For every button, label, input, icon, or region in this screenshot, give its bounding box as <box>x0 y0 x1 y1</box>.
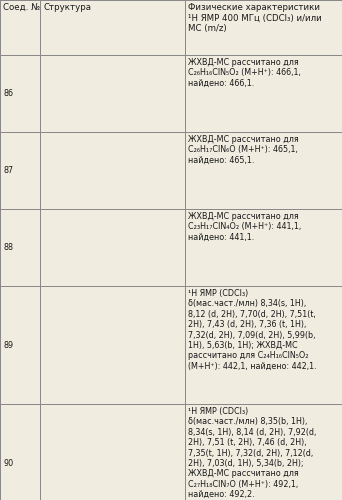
Bar <box>0 286 40 404</box>
Bar <box>185 132 342 209</box>
Text: ЖХВД-МС рассчитано для
C₂₃H₁₇ClN₄O₂ (М+Н⁺): 441,1,
найдено: 441,1.: ЖХВД-МС рассчитано для C₂₃H₁₇ClN₄O₂ (М+Н… <box>188 212 301 242</box>
Bar <box>0 209 40 286</box>
Text: 90: 90 <box>3 458 13 468</box>
Bar <box>0 132 40 209</box>
Bar <box>40 0 185 55</box>
Text: ЖХВД-МС рассчитано для
C₂₆H₁₇ClN₆O (М+Н⁺): 465,1,
найдено: 465,1.: ЖХВД-МС рассчитано для C₂₆H₁₇ClN₆O (М+Н⁺… <box>188 135 299 165</box>
Bar <box>185 0 342 55</box>
Text: 88: 88 <box>3 243 13 252</box>
Text: Соед. №: Соед. № <box>3 3 40 12</box>
Bar <box>185 286 342 404</box>
Bar <box>40 132 185 209</box>
Text: 86: 86 <box>3 89 13 98</box>
Bar <box>0 55 40 132</box>
Bar <box>40 55 185 132</box>
Bar <box>40 209 185 286</box>
Bar <box>40 286 185 404</box>
Text: ¹H ЯМР (CDCl₃)
δ(мас.част./млн) 8,34(s, 1H),
8,12 (d, 2H), 7,70(d, 2H), 7,51(t,
: ¹H ЯМР (CDCl₃) δ(мас.част./млн) 8,34(s, … <box>188 289 317 371</box>
Text: ¹H ЯМР (CDCl₃)
δ(мас.част./млн) 8,35(b, 1H),
8,34(s, 1H), 8,14 (d, 2H), 7,92(d,
: ¹H ЯМР (CDCl₃) δ(мас.част./млн) 8,35(b, … <box>188 407 316 499</box>
Text: Структура: Структура <box>43 3 91 12</box>
Text: ЖХВД-МС рассчитано для
C₂₆H₁₆ClN₅O₂ (М+Н⁺): 466,1,
найдено: 466,1.: ЖХВД-МС рассчитано для C₂₆H₁₆ClN₅O₂ (М+Н… <box>188 58 301 88</box>
Bar <box>40 404 185 500</box>
Bar <box>185 404 342 500</box>
Bar <box>0 0 40 55</box>
Bar <box>185 209 342 286</box>
Text: Физические характеристики
¹H ЯМР 400 МГц (CDCl₃) и/или
МС (m/z): Физические характеристики ¹H ЯМР 400 МГц… <box>188 3 322 33</box>
Text: 89: 89 <box>3 340 13 349</box>
Bar <box>0 404 40 500</box>
Bar <box>185 55 342 132</box>
Text: 87: 87 <box>3 166 13 175</box>
